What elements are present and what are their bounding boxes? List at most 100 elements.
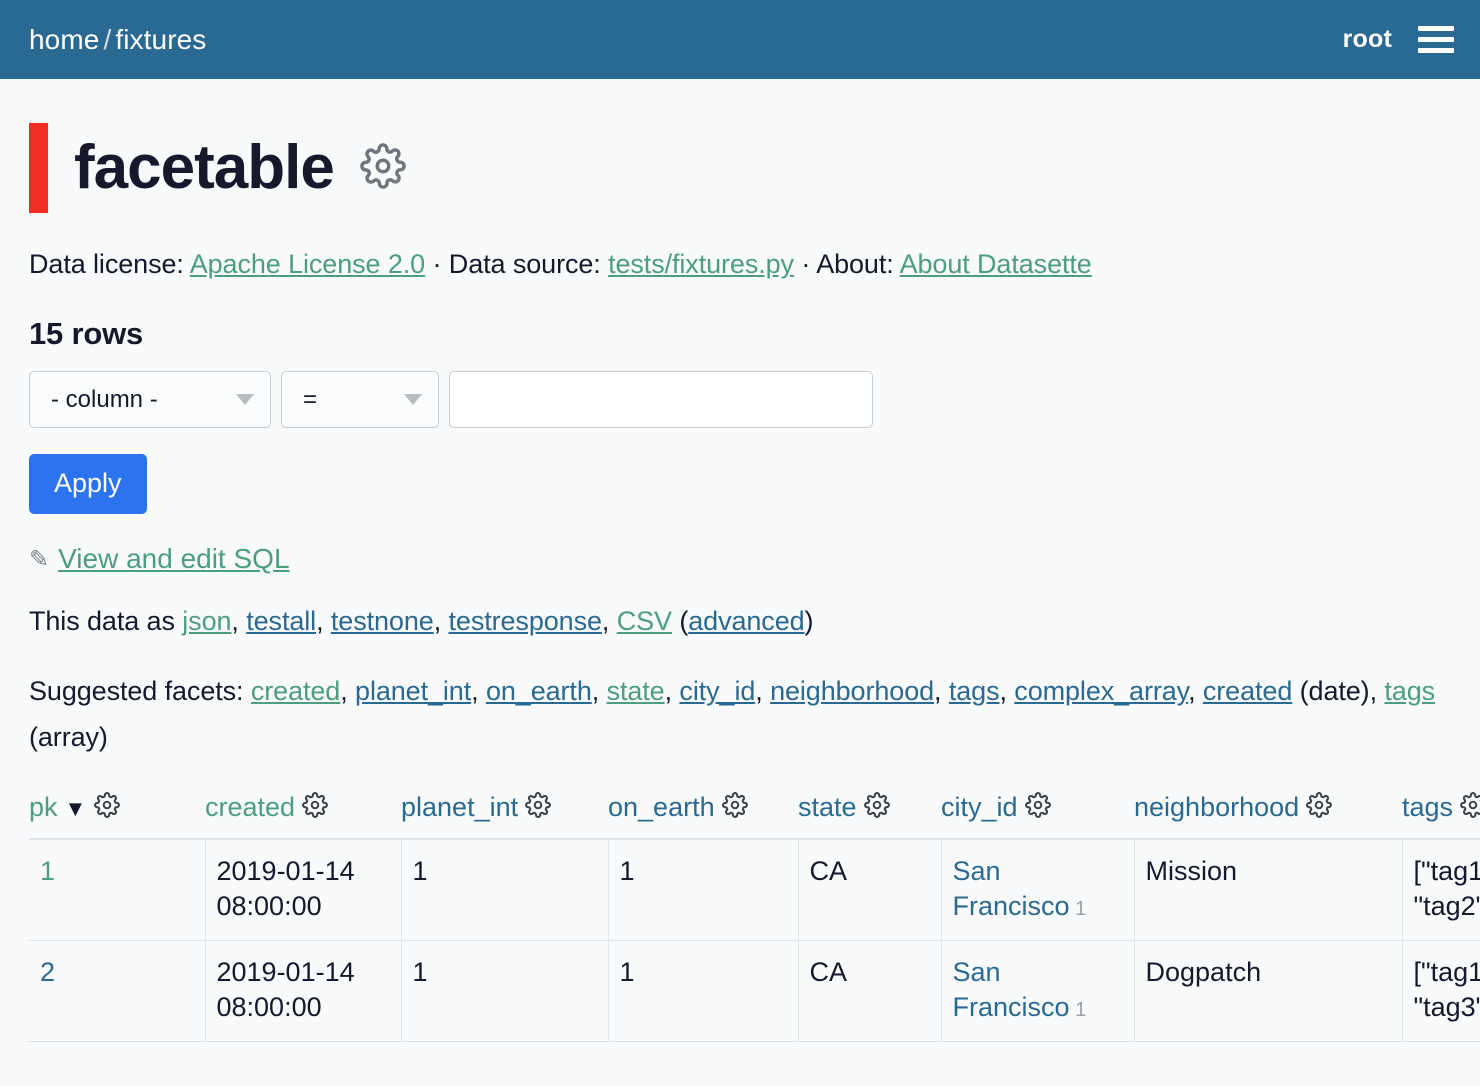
about-link[interactable]: About Datasette [899,249,1092,279]
column-header-on_earth[interactable]: on_earth [608,791,798,841]
cell-city_id: San Francisco 1 [941,839,1135,942]
cell-state: CA [798,940,942,1043]
cell-neighborhood: Mission [1134,839,1403,942]
current-user-label[interactable]: root [1342,25,1392,53]
cell-created: 2019-01-14 08:00:00 [205,940,402,1043]
filter-operator-select[interactable]: = [281,371,439,428]
facet-link-tags[interactable]: tags [1384,676,1436,706]
chevron-down-icon [236,394,254,405]
breadcrumb-separator: / [103,23,112,55]
row-pk-link[interactable]: 2 [40,957,56,988]
facet-link-complex_array[interactable]: complex_array [1014,676,1189,706]
cell-state: CA [798,839,942,942]
cell-planet_int: 1 [401,839,609,942]
source-label: Data source: [448,249,601,279]
facet-link-city_id[interactable]: city_id [679,676,756,706]
export-prefix: This data as [29,606,183,636]
breadcrumb-database-link[interactable]: fixtures [115,23,207,55]
pencil-icon: ✎ [29,545,50,573]
facet-link-neighborhood[interactable]: neighborhood [770,676,935,706]
apply-button[interactable]: Apply [29,454,147,514]
chevron-down-icon [404,394,422,405]
breadcrumb-home-link[interactable]: home [29,23,100,55]
cell-tags: ["tag1", "tag2"] [1402,839,1480,942]
filter-controls: - column - = [29,371,1451,428]
view-edit-sql-row: ✎ View and edit SQL [29,543,1451,575]
column-gear-icon[interactable] [525,792,552,825]
column-header-neighborhood[interactable]: neighborhood [1134,791,1402,841]
accent-bar [29,123,48,213]
column-gear-icon[interactable] [94,792,121,825]
breadcrumb: home / fixtures [29,24,206,56]
cell-neighborhood: Dogpatch [1134,940,1403,1043]
facet-link-on_earth[interactable]: on_earth [485,676,592,706]
cell-pk: 2 [29,940,206,1043]
row-pk-link[interactable]: 1 [40,856,56,887]
export-formats-line: This data as json, testall, testnone, te… [29,606,1451,637]
about-label: About: [816,249,894,279]
facets-prefix: Suggested facets: [29,676,251,706]
filter-value-input[interactable] [449,371,873,428]
facet-links-group: created, planet_int, on_earth, state, ci… [29,676,1436,753]
column-header-city_id[interactable]: city_id [941,791,1134,841]
facet-link-created[interactable]: created [1202,676,1293,706]
export-link-json[interactable]: json [182,606,232,636]
city-link[interactable]: San Francisco [952,957,1070,1022]
column-gear-icon[interactable] [302,792,328,825]
export-link-testall[interactable]: testall [246,606,317,636]
metadata-line: Data license: Apache License 2.0 · Data … [29,249,1451,280]
column-gear-icon[interactable] [1306,792,1333,825]
topbar-right-group: root [1343,25,1454,54]
export-link-csv[interactable]: CSV [616,606,672,636]
filter-column-select[interactable]: - column - [29,371,271,428]
facet-link-created[interactable]: created [250,676,341,706]
license-link[interactable]: Apache License 2.0 [189,249,426,279]
page-title-row: facetable [29,123,1451,213]
sort-descending-icon[interactable]: ▼ [64,795,87,821]
column-header-state[interactable]: state [798,791,941,841]
column-header-label: state [798,791,857,822]
facet-suffix: (array) [29,722,108,753]
column-header-label: created [205,791,296,822]
cell-planet_int: 1 [401,940,609,1043]
export-links-group: json, testall, testnone, testresponse, C… [182,606,672,636]
column-header-planet_int[interactable]: planet_int [401,791,608,841]
export-link-testnone[interactable]: testnone [330,606,434,636]
column-header-tags[interactable]: tags [1402,791,1480,841]
page-content: facetable Data license: Apache License 2… [0,123,1480,1043]
column-gear-icon[interactable] [721,792,748,825]
export-open-paren: ( [671,606,689,636]
column-header-pk[interactable]: pk ▼ [29,791,205,841]
data-table-container[interactable]: pk ▼ created planet_int on_earth state city_id… [29,791,1480,1043]
facet-link-state[interactable]: state [606,676,665,706]
column-gear-icon[interactable] [863,792,890,825]
column-header-created[interactable]: created [205,791,401,841]
export-link-testresponse[interactable]: testresponse [448,606,603,636]
cell-tags: ["tag1", "tag3"] [1402,940,1480,1043]
facet-link-planet_int[interactable]: planet_int [355,676,472,706]
export-close-paren: ) [804,606,814,636]
data-table: pk ▼ created planet_int on_earth state city_id… [29,791,1480,1043]
city-link[interactable]: San Francisco [952,856,1070,921]
source-link[interactable]: tests/fixtures.py [608,249,794,279]
column-gear-icon[interactable] [1024,792,1051,825]
filter-column-value: - column - [51,385,158,413]
cell-on_earth: 1 [608,839,799,942]
export-advanced-link[interactable]: advanced [688,606,805,636]
column-header-label: neighborhood [1134,791,1300,822]
column-gear-icon[interactable] [1460,792,1480,825]
cell-created: 2019-01-14 08:00:00 [205,839,402,942]
facet-link-tags[interactable]: tags [948,676,1000,706]
cell-city_id: San Francisco 1 [941,940,1135,1043]
facet-suffix: (date) [1292,676,1370,706]
row-count-heading: 15 rows [29,316,144,351]
view-and-edit-sql-link[interactable]: View and edit SQL [58,543,290,574]
cell-pk: 1 [29,839,206,942]
table-settings-gear-icon[interactable] [360,142,406,194]
license-label: Data license: [29,249,184,279]
hamburger-menu-icon[interactable] [1418,26,1454,53]
column-header-label: pk [29,791,58,822]
page-title: facetable [74,133,335,202]
